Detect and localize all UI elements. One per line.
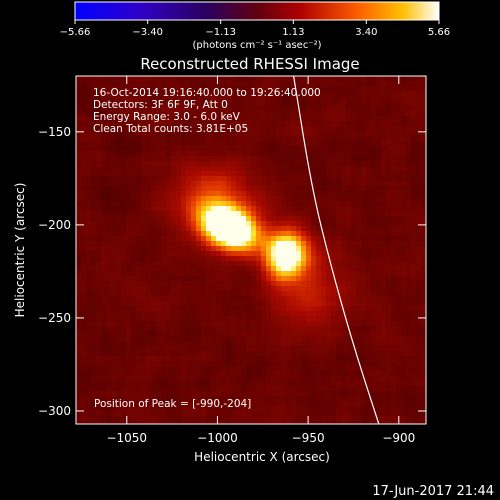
y-tick-label: −200 [38, 218, 71, 232]
colorbar-tick-label: −3.40 [132, 27, 163, 38]
plot-area: −1050 −1000 −950 −900 −150 −200 −250 −300 16-Oc… [38, 75, 427, 445]
colorbar-tick-label: 1.13 [282, 27, 304, 38]
x-tick-label: −900 [382, 431, 415, 445]
y-tick-label: −300 [38, 404, 71, 418]
annotation-block: 16-Oct-2014 19:16:40.000 to 19:26:40.000… [93, 87, 321, 410]
colorbar-tick-label: 5.66 [428, 27, 450, 38]
colorbar-ticks: −5.66 −3.40 −1.13 1.13 3.40 5.66 [60, 20, 450, 38]
heatmap-image [76, 76, 426, 424]
solar-limb-curve [293, 76, 380, 424]
y-tick-label: −150 [38, 125, 71, 139]
plot-frame [75, 75, 427, 425]
colorbar: −5.66 −3.40 −1.13 1.13 3.40 5.66 (photons cm⁻… [60, 1, 450, 51]
axis-ticks: −1050 −1000 −950 −900 −150 −200 −250 −300 [38, 76, 426, 445]
colorbar-tick-label: −5.66 [60, 27, 91, 38]
y-tick-label: −250 [38, 311, 71, 325]
footer-date: 17-Jun-2017 21:44 [372, 484, 494, 499]
x-tick-label: −1000 [197, 431, 238, 445]
x-tick-label: −1050 [106, 431, 147, 445]
chart-title: Reconstructed RHESSI Image [140, 55, 359, 73]
colorbar-tick-label: 3.40 [355, 27, 377, 38]
annotation-peak: Position of Peak = [-990,-204] [94, 398, 251, 410]
colorbar-tick-label: −1.13 [205, 27, 236, 38]
colorbar-units: (photons cm⁻² s⁻¹ asec⁻²) [192, 40, 321, 51]
annotation-clean: Clean Total counts: 3.81E+05 [93, 123, 248, 135]
x-tick-label: −950 [292, 431, 325, 445]
colorbar-gradient [74, 1, 440, 21]
x-axis-label: Heliocentric X (arcsec) [194, 450, 330, 464]
y-axis-label: Heliocentric Y (arcsec) [13, 183, 27, 318]
annotation-time: 16-Oct-2014 19:16:40.000 to 19:26:40.000 [93, 87, 321, 99]
annotation-detectors: Detectors: 3F 6F 9F, Att 0 [93, 99, 228, 111]
annotation-energy: Energy Range: 3.0 - 6.0 keV [93, 111, 241, 123]
